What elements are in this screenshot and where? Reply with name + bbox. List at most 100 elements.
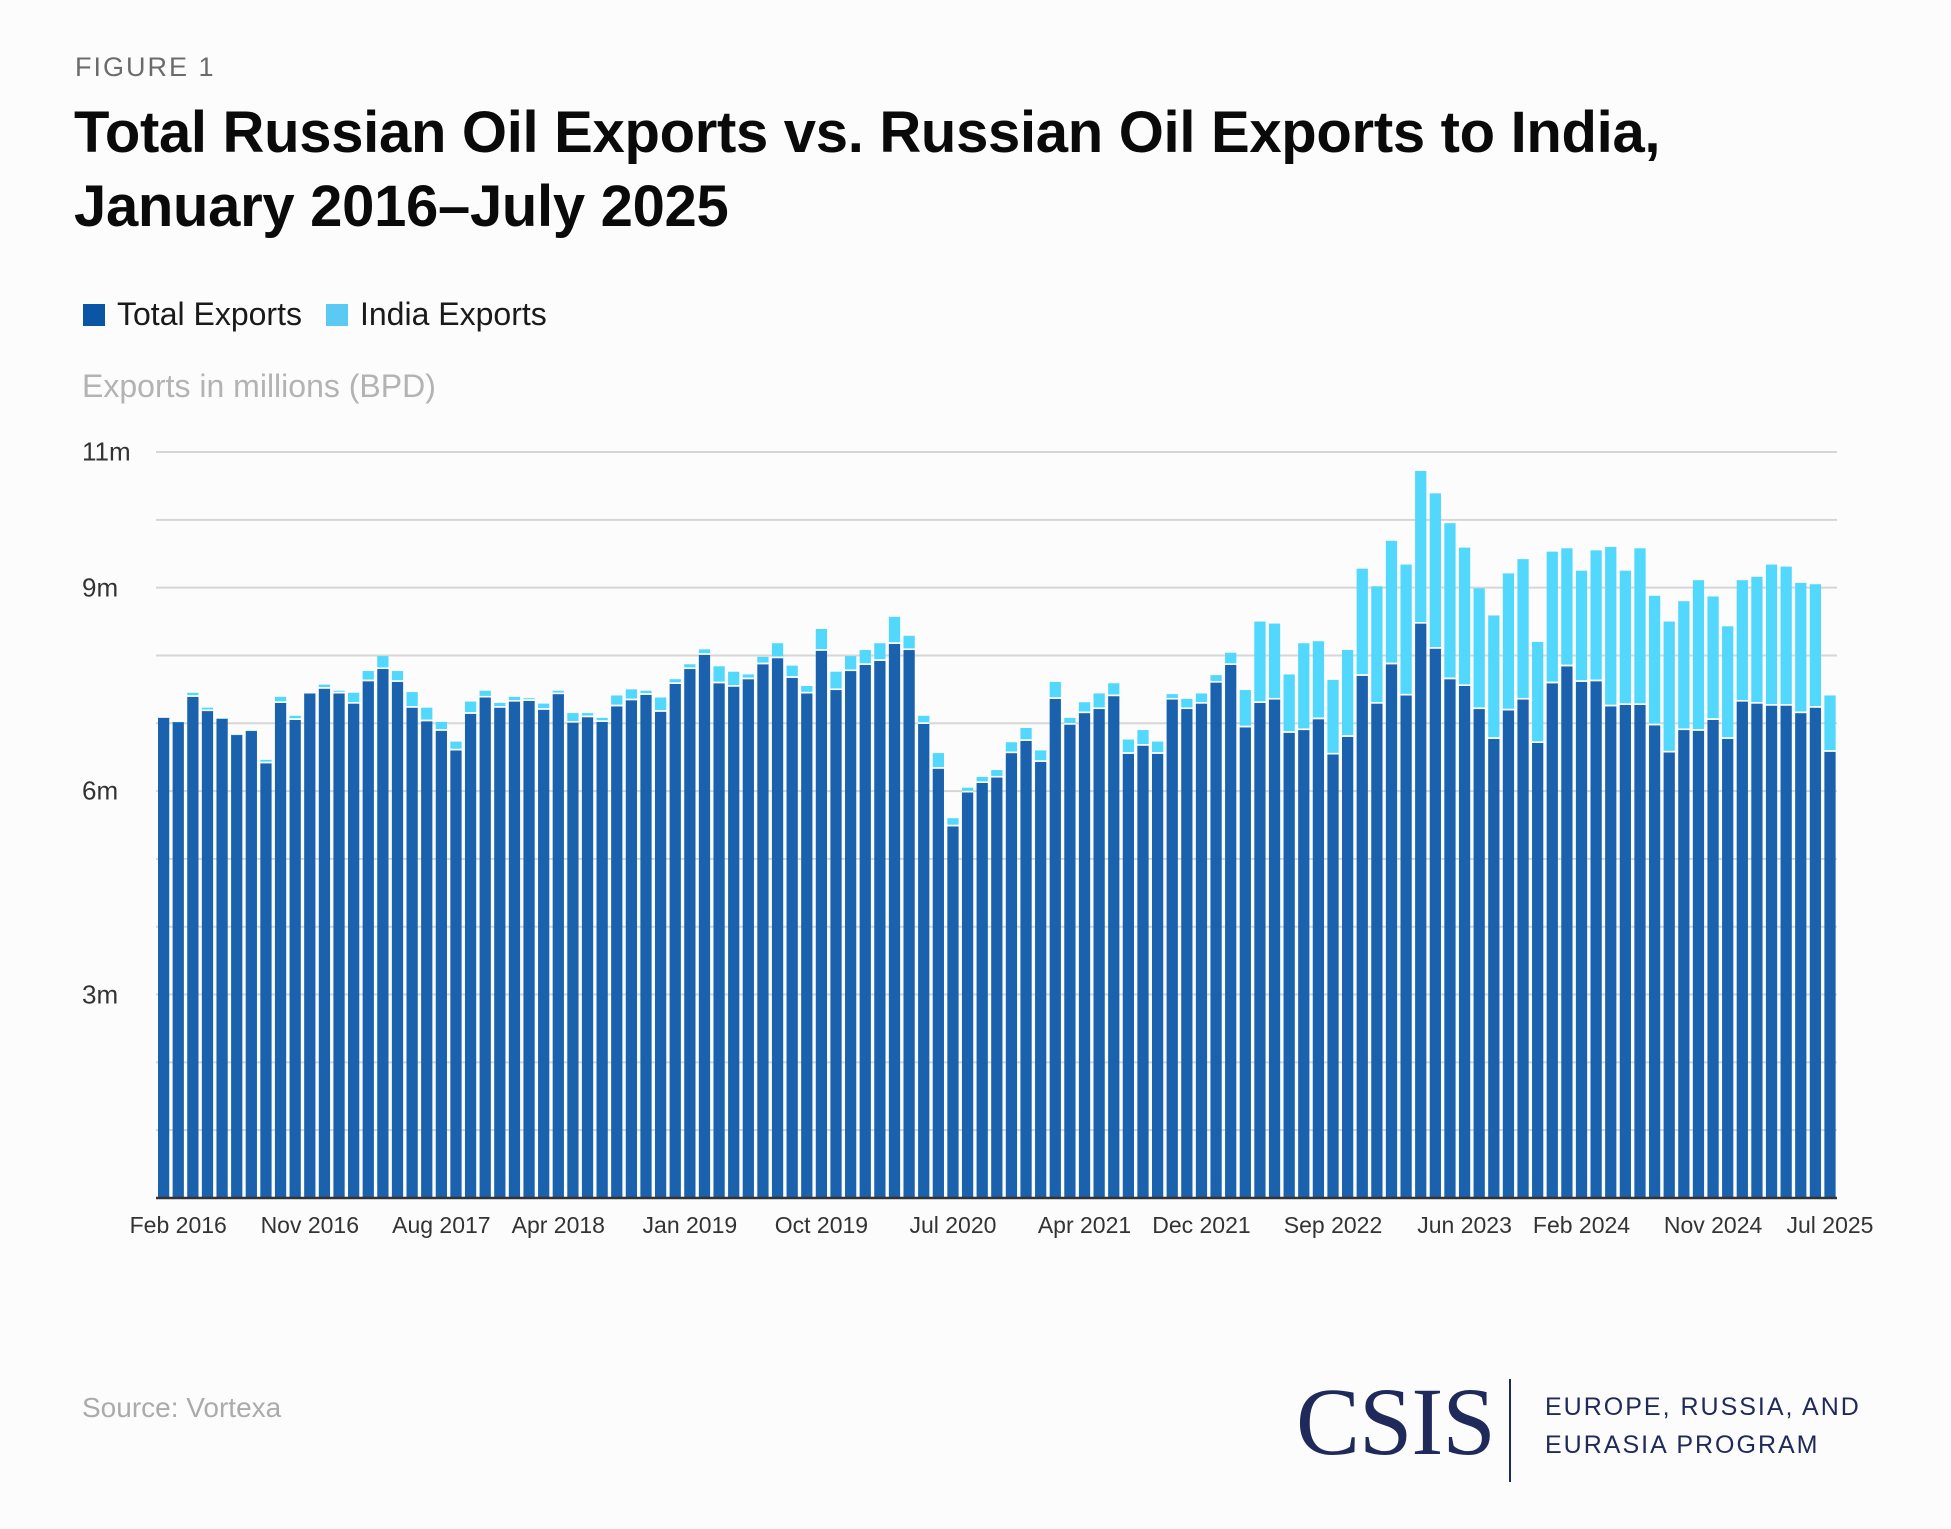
bar-total-exports	[757, 664, 769, 1198]
bar-total-exports	[742, 679, 754, 1198]
bar-group	[421, 707, 433, 1198]
bar-group	[274, 696, 287, 1198]
bar-india-exports	[1268, 623, 1281, 699]
bar-india-exports	[1736, 580, 1748, 701]
bar-india-exports	[918, 715, 930, 723]
bar-group	[713, 666, 725, 1198]
legend-item-india: India Exports	[325, 296, 547, 333]
bar-india-exports	[1575, 570, 1588, 681]
bar-india-exports	[625, 689, 638, 699]
logo-divider	[1509, 1379, 1511, 1482]
bar-group	[947, 818, 959, 1198]
bar-india-exports	[1298, 643, 1310, 729]
bar-group	[1210, 675, 1222, 1198]
bar-total-exports	[640, 694, 652, 1198]
bar-india-exports	[698, 649, 711, 654]
bar-group	[859, 650, 871, 1198]
bar-group	[523, 698, 535, 1198]
bar-group	[391, 671, 404, 1198]
bar-group	[1809, 584, 1822, 1198]
bar-total-exports	[786, 677, 798, 1198]
bar-total-exports	[216, 718, 228, 1198]
bar-group	[801, 685, 813, 1198]
bar-group	[1020, 728, 1032, 1198]
bar-india-exports	[1605, 546, 1617, 705]
bar-total-exports	[888, 643, 901, 1198]
bar-india-exports	[815, 629, 828, 650]
bar-india-exports	[1634, 548, 1646, 704]
legend-label-india: India Exports	[359, 296, 547, 332]
bar-group	[1795, 582, 1807, 1198]
bar-total-exports	[684, 669, 696, 1198]
bar-total-exports	[654, 711, 667, 1198]
bar-group	[1575, 570, 1588, 1198]
bar-group	[976, 776, 988, 1198]
bar-group	[1502, 573, 1515, 1198]
bar-group	[1122, 739, 1135, 1198]
y-tick-label: 3m	[82, 979, 119, 1010]
bar-group	[698, 649, 711, 1198]
bar-total-exports	[1765, 705, 1778, 1198]
bar-india-exports	[1619, 570, 1631, 704]
x-tick-label: Dec 2021	[1152, 1212, 1251, 1238]
bar-india-exports	[1151, 741, 1164, 753]
bar-group	[1371, 586, 1383, 1198]
bar-india-exports	[903, 635, 915, 649]
bar-total-exports	[728, 686, 740, 1198]
bar-india-exports	[991, 770, 1003, 777]
bar-group	[1181, 698, 1193, 1198]
bar-total-exports	[1312, 719, 1325, 1198]
legend-item-total: Total Exports	[83, 296, 302, 333]
bar-india-exports	[1210, 675, 1222, 682]
bar-india-exports	[377, 656, 389, 668]
bar-group	[1429, 493, 1441, 1198]
bar-group	[1151, 741, 1164, 1198]
bar-india-exports	[1751, 576, 1763, 703]
bar-india-exports	[479, 690, 491, 697]
bar-india-exports	[1093, 693, 1105, 708]
bar-india-exports	[1415, 470, 1427, 623]
bar-total-exports	[1254, 702, 1266, 1198]
bar-india-exports	[1049, 681, 1061, 698]
bar-india-exports	[1590, 550, 1602, 680]
bar-group	[611, 695, 623, 1198]
bar-total-exports	[771, 658, 784, 1198]
bar-group	[1356, 568, 1368, 1198]
bar-total-exports	[1473, 709, 1485, 1198]
bar-india-exports	[742, 674, 754, 678]
bar-india-exports	[1254, 621, 1266, 702]
bar-total-exports	[1634, 704, 1646, 1198]
bar-group	[552, 690, 564, 1198]
bar-total-exports	[187, 696, 199, 1198]
bar-total-exports	[1400, 695, 1412, 1198]
bar-group	[1590, 550, 1602, 1198]
bar-total-exports	[1385, 664, 1398, 1198]
bar-total-exports	[1824, 751, 1836, 1198]
bar-total-exports	[274, 702, 287, 1198]
bar-group	[318, 684, 331, 1198]
bar-india-exports	[508, 696, 521, 701]
bar-total-exports	[1619, 704, 1631, 1198]
bar-chart-plot	[156, 451, 1837, 1200]
bar-total-exports	[362, 681, 374, 1198]
bar-total-exports	[391, 681, 404, 1198]
bar-group	[172, 720, 184, 1198]
x-tick-label: Oct 2019	[774, 1212, 869, 1238]
bar-group	[581, 713, 594, 1198]
bar-total-exports	[1707, 719, 1719, 1198]
bar-group	[1108, 683, 1120, 1198]
bar-group	[260, 759, 272, 1198]
bar-group	[1765, 564, 1778, 1198]
bar-group	[1342, 650, 1354, 1198]
bar-total-exports	[815, 650, 828, 1198]
program-name-line2: EURASIA PROGRAM	[1545, 1431, 1820, 1459]
bar-group	[348, 692, 360, 1198]
bar-india-exports	[1181, 698, 1193, 708]
bar-group	[757, 656, 769, 1198]
bar-group	[1064, 717, 1076, 1198]
bar-group	[1663, 621, 1675, 1198]
bar-total-exports	[932, 768, 944, 1198]
bar-india-exports	[1371, 586, 1383, 703]
y-tick-label: 6m	[82, 775, 119, 806]
bar-group	[333, 690, 345, 1198]
